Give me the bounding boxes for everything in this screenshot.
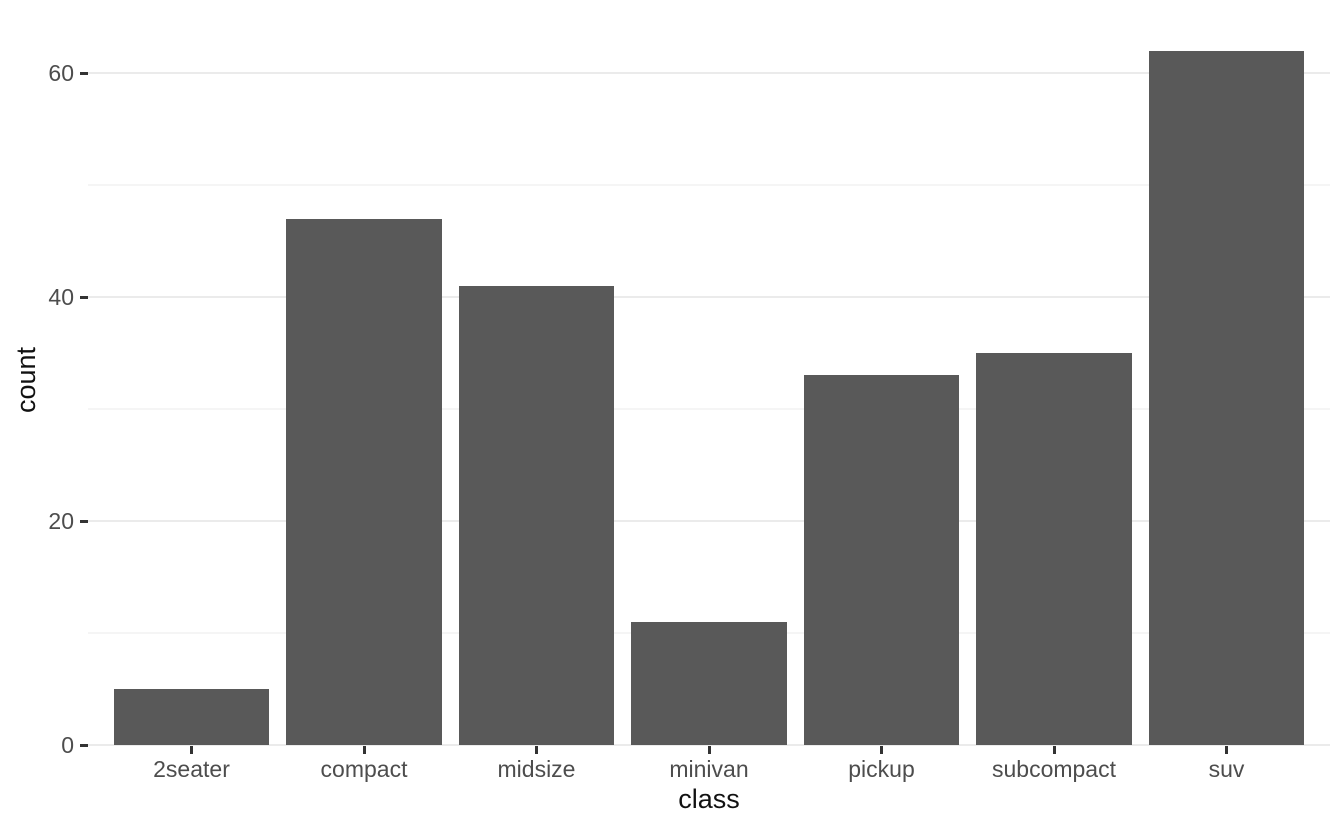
major-gridline-0 xyxy=(88,744,1330,746)
x-axis-tick-compact xyxy=(362,746,366,754)
bar-2seater xyxy=(113,689,270,745)
x-tick-label-suv: suv xyxy=(1208,756,1245,782)
y-axis-title: count xyxy=(11,346,41,414)
x-tick-label-compact: compact xyxy=(320,756,408,782)
plot-panel xyxy=(88,16,1330,746)
x-axis-tick-minivan xyxy=(707,746,711,754)
x-axis-tick-2seater xyxy=(190,746,193,754)
x-axis-tick-midsize xyxy=(535,746,538,754)
x-tick-label-subcompact: subcompact xyxy=(991,756,1116,782)
bar-minivan xyxy=(631,621,787,745)
y-tick-label-0: 0 xyxy=(61,732,74,758)
y-axis-tick-40 xyxy=(80,295,88,299)
y-tick-label-20: 20 xyxy=(48,508,74,534)
y-tick-label-60: 60 xyxy=(48,60,74,86)
minor-gridline-50 xyxy=(88,184,1330,186)
bar-suv xyxy=(1148,50,1305,745)
major-gridline-40 xyxy=(88,296,1330,298)
x-tick-label-minivan: minivan xyxy=(669,756,749,782)
y-axis-tick-20 xyxy=(80,519,88,523)
x-tick-label-midsize: midsize xyxy=(497,756,576,782)
bar-subcompact xyxy=(976,353,1132,745)
minor-gridline-30 xyxy=(88,408,1330,410)
bar-compact xyxy=(286,218,442,745)
bar-pickup xyxy=(803,375,960,745)
major-gridline-60 xyxy=(88,72,1330,74)
x-tick-label-pickup: pickup xyxy=(848,756,915,782)
bar-midsize xyxy=(458,285,615,745)
y-tick-label-40: 40 xyxy=(48,284,74,310)
y-axis-tick-0 xyxy=(80,743,88,747)
x-axis-tick-subcompact xyxy=(1052,746,1056,754)
x-axis-tick-pickup xyxy=(880,746,883,754)
x-axis-tick-suv xyxy=(1225,746,1228,754)
y-axis-tick-60 xyxy=(80,71,88,75)
x-tick-label-2seater: 2seater xyxy=(153,756,230,782)
major-gridline-20 xyxy=(88,520,1330,522)
x-axis-title: class xyxy=(678,784,740,814)
